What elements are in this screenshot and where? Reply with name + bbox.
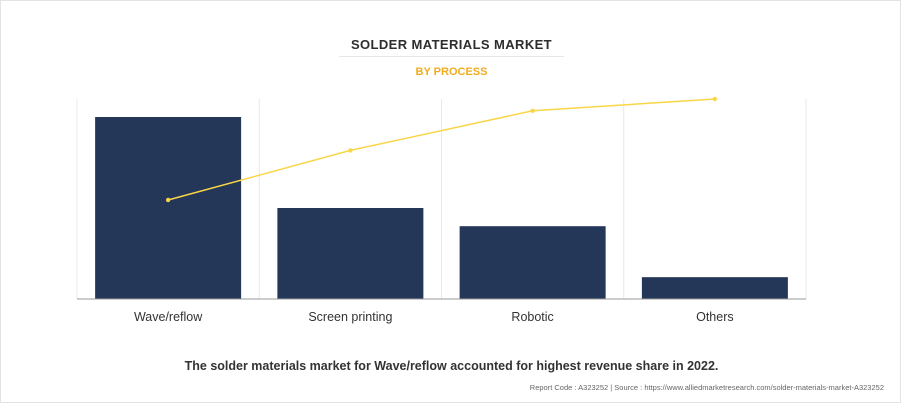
x-tick-label: Screen printing <box>308 310 392 324</box>
cumulative-point <box>530 108 535 114</box>
cumulative-point <box>165 197 171 203</box>
x-tick-label: Others <box>696 310 734 324</box>
x-tick-labels: Wave/reflow Screen printing Robotic Others <box>134 310 734 324</box>
x-tick-label: Wave/reflow <box>134 310 203 324</box>
grid-lines <box>76 99 807 299</box>
bar-robotic <box>459 226 606 299</box>
cumulative-point <box>348 148 353 153</box>
x-tick-label: Robotic <box>511 310 553 324</box>
bar-wave-reflow <box>95 117 242 299</box>
chart-title: SOLDER MATERIALS MARKET <box>350 37 553 52</box>
bar-screen-printing <box>277 208 424 299</box>
bar-others <box>641 277 788 299</box>
cumulative-point <box>712 96 718 102</box>
source-note: Report Code : A323252 | Source : https:/… <box>529 383 884 392</box>
chart-caption: The solder materials market for Wave/ref… <box>184 359 719 373</box>
cumulative-line <box>165 96 718 203</box>
title-divider <box>339 56 564 57</box>
chart-subtitle: BY PROCESS <box>415 66 488 78</box>
bars <box>95 117 788 299</box>
cumulative-line-path <box>167 98 715 201</box>
